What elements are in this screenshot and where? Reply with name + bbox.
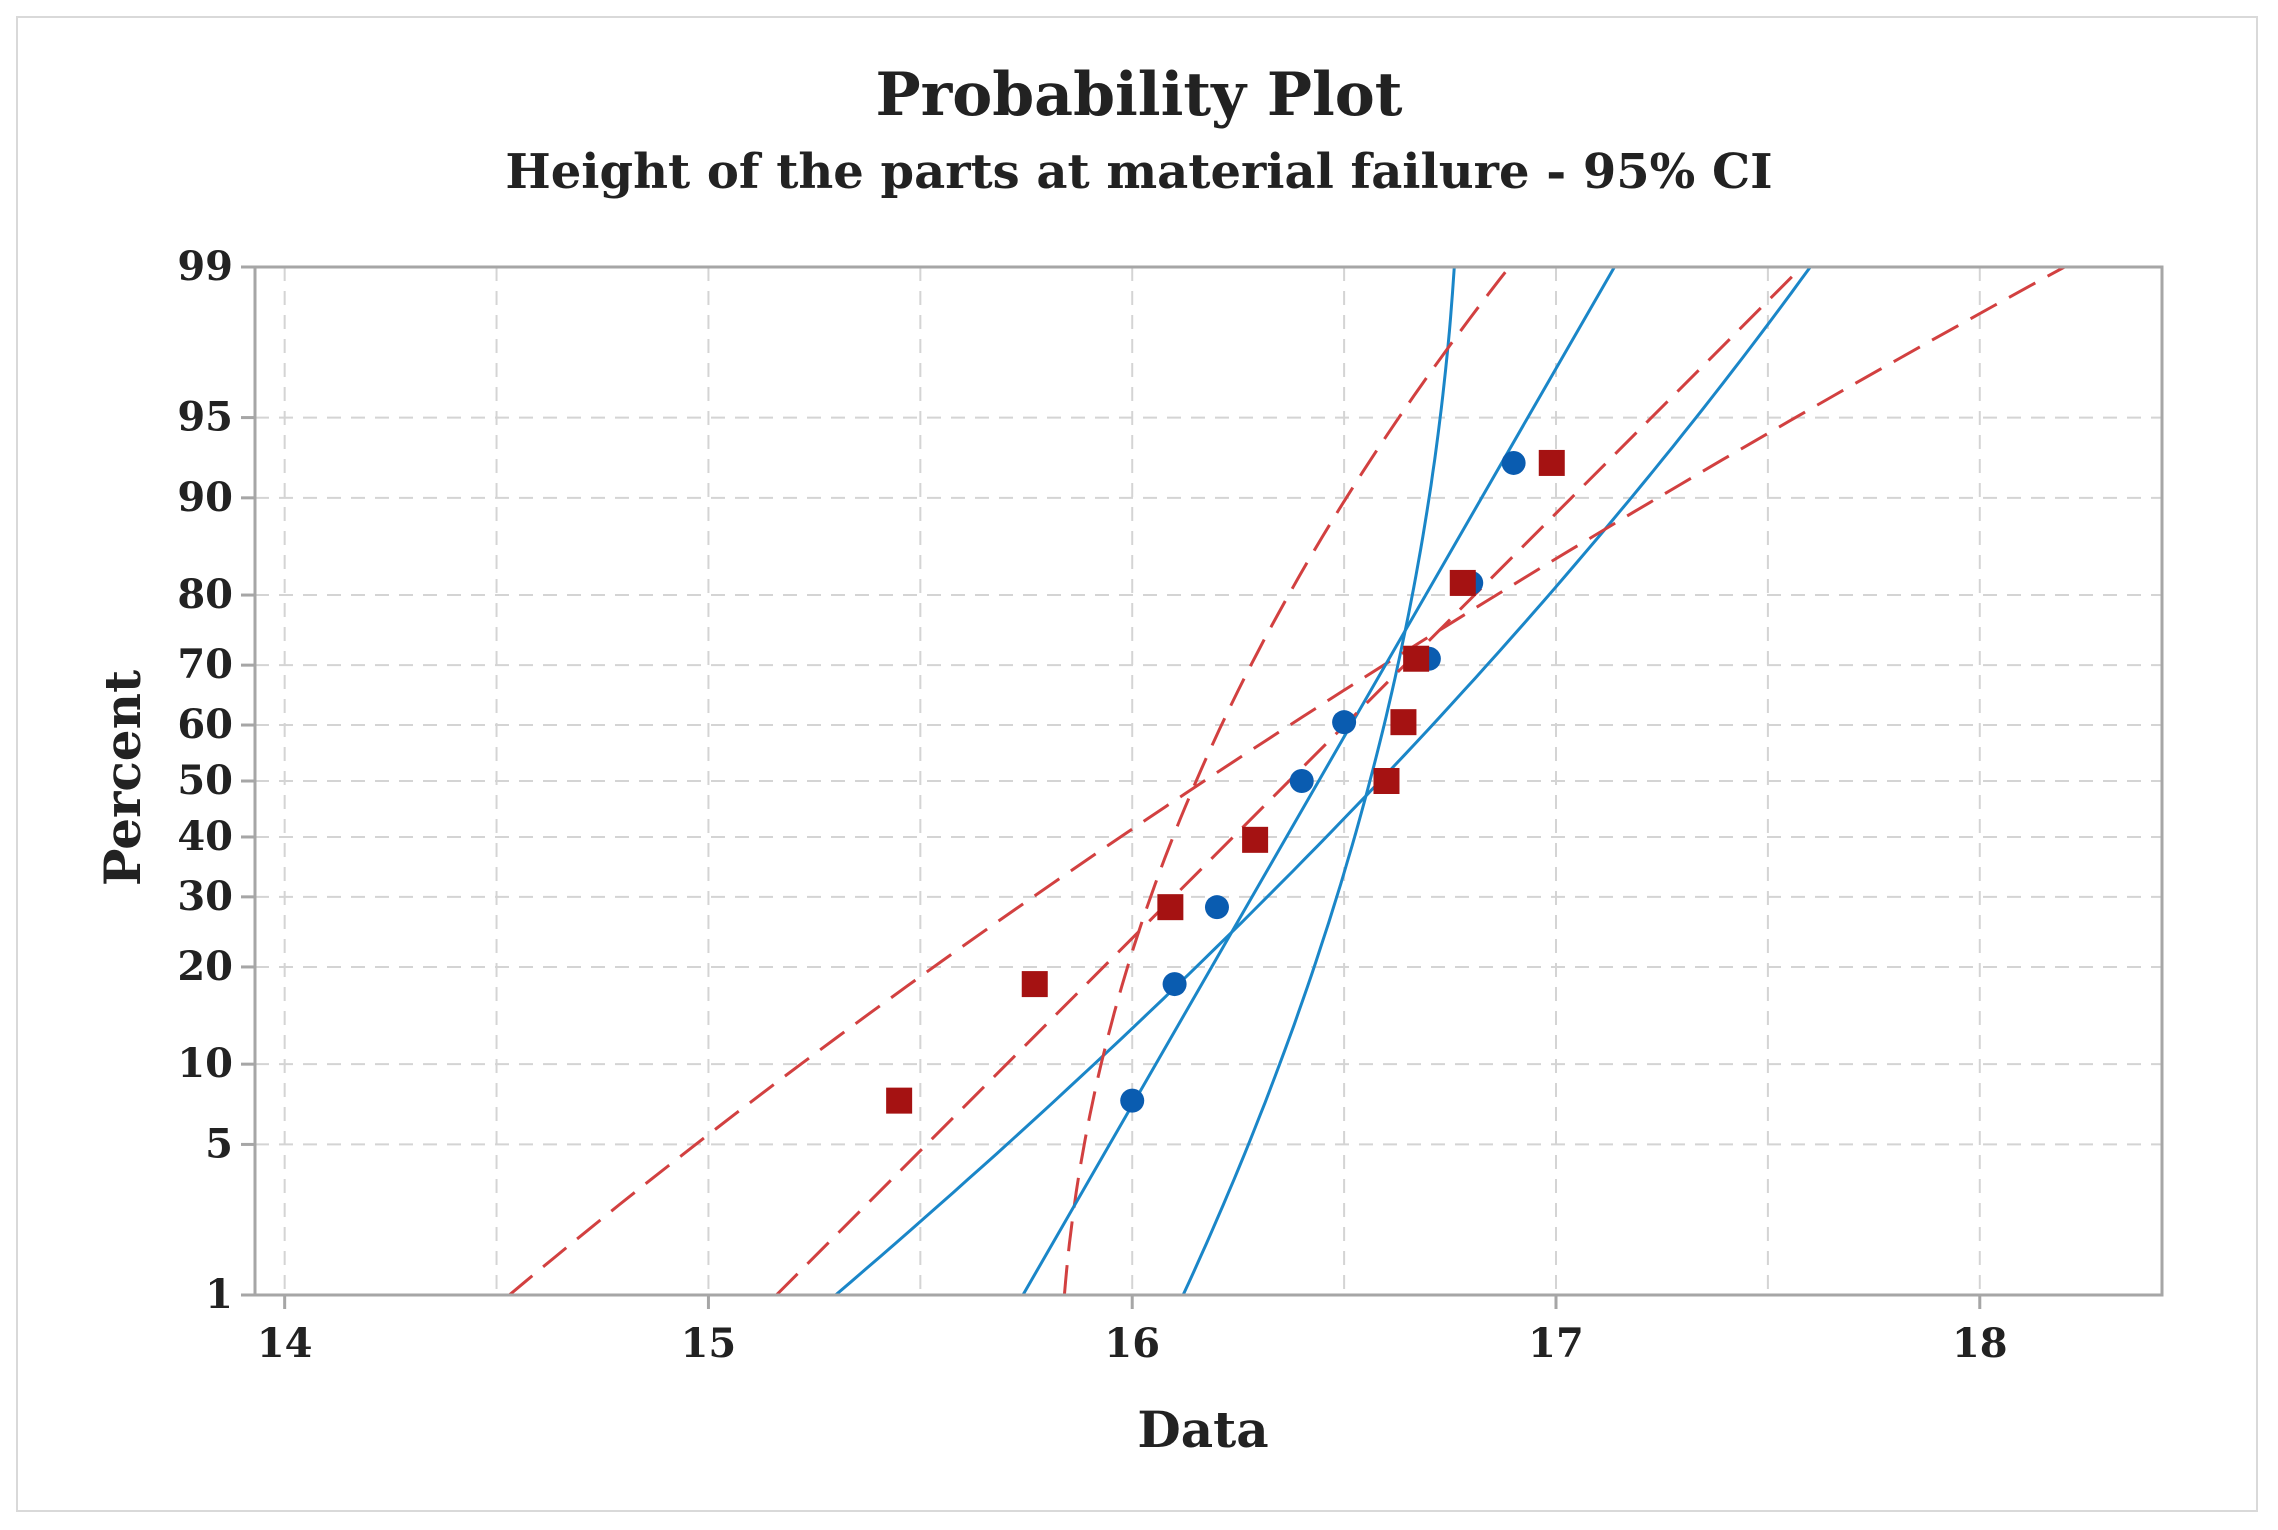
- y-tick-label: 60: [177, 701, 233, 748]
- point-series-2: [1390, 709, 1417, 736]
- point-series-2: [886, 1087, 913, 1114]
- y-tick-label: 99: [177, 243, 233, 290]
- x-tick-label: 18: [1952, 1320, 2008, 1367]
- fit-line-series-2: [775, 267, 1803, 1295]
- chart-frame: [16, 16, 2258, 1512]
- y-tick-label: 40: [177, 813, 233, 860]
- data-points: [886, 449, 1565, 1114]
- point-series-2: [1538, 449, 1565, 476]
- grid: [255, 267, 2162, 1295]
- point-series-1: [1501, 450, 1526, 475]
- y-axis-label: Percent: [93, 670, 152, 886]
- point-series-2: [1403, 645, 1430, 672]
- y-tick-label: 5: [205, 1120, 233, 1167]
- point-series-2: [1021, 971, 1048, 998]
- x-tick-label: 16: [1104, 1320, 1160, 1367]
- y-tick-label: 70: [177, 641, 233, 688]
- point-series-1: [1204, 895, 1229, 920]
- y-tick-label: 20: [177, 943, 233, 990]
- point-series-1: [1162, 972, 1187, 997]
- point-series-1: [1289, 769, 1314, 793]
- y-tick-label: 90: [177, 474, 233, 521]
- fit-line-series-1: [1021, 267, 1616, 1295]
- fit-lines: [775, 267, 1803, 1295]
- ci-band-upper-series-1: [1181, 267, 1456, 1295]
- ci-band-upper-series-2: [1062, 267, 1511, 1295]
- point-series-2: [1373, 768, 1400, 794]
- point-series-2: [1242, 826, 1269, 853]
- point-series-2: [1449, 569, 1476, 596]
- y-tick-label: 1: [205, 1271, 233, 1318]
- point-series-1: [1332, 710, 1357, 735]
- y-tick-label: 30: [177, 873, 233, 920]
- x-tick-label: 15: [681, 1320, 737, 1367]
- y-tick-label: 50: [177, 757, 233, 804]
- point-series-1: [1120, 1088, 1145, 1113]
- y-tick-label: 10: [177, 1040, 233, 1087]
- chart-subtitle: Height of the parts at material failure …: [505, 144, 1772, 200]
- y-tick-label: 95: [177, 394, 233, 441]
- x-tick-label: 17: [1528, 1320, 1584, 1367]
- chart-title: Probability Plot: [875, 60, 1402, 130]
- x-axis-label: Data: [1137, 1400, 1268, 1459]
- x-tick-label: 14: [257, 1320, 313, 1367]
- ci-band-lower-series-2: [508, 267, 2066, 1295]
- y-tick-label: 80: [177, 571, 233, 618]
- point-series-2: [1157, 894, 1184, 921]
